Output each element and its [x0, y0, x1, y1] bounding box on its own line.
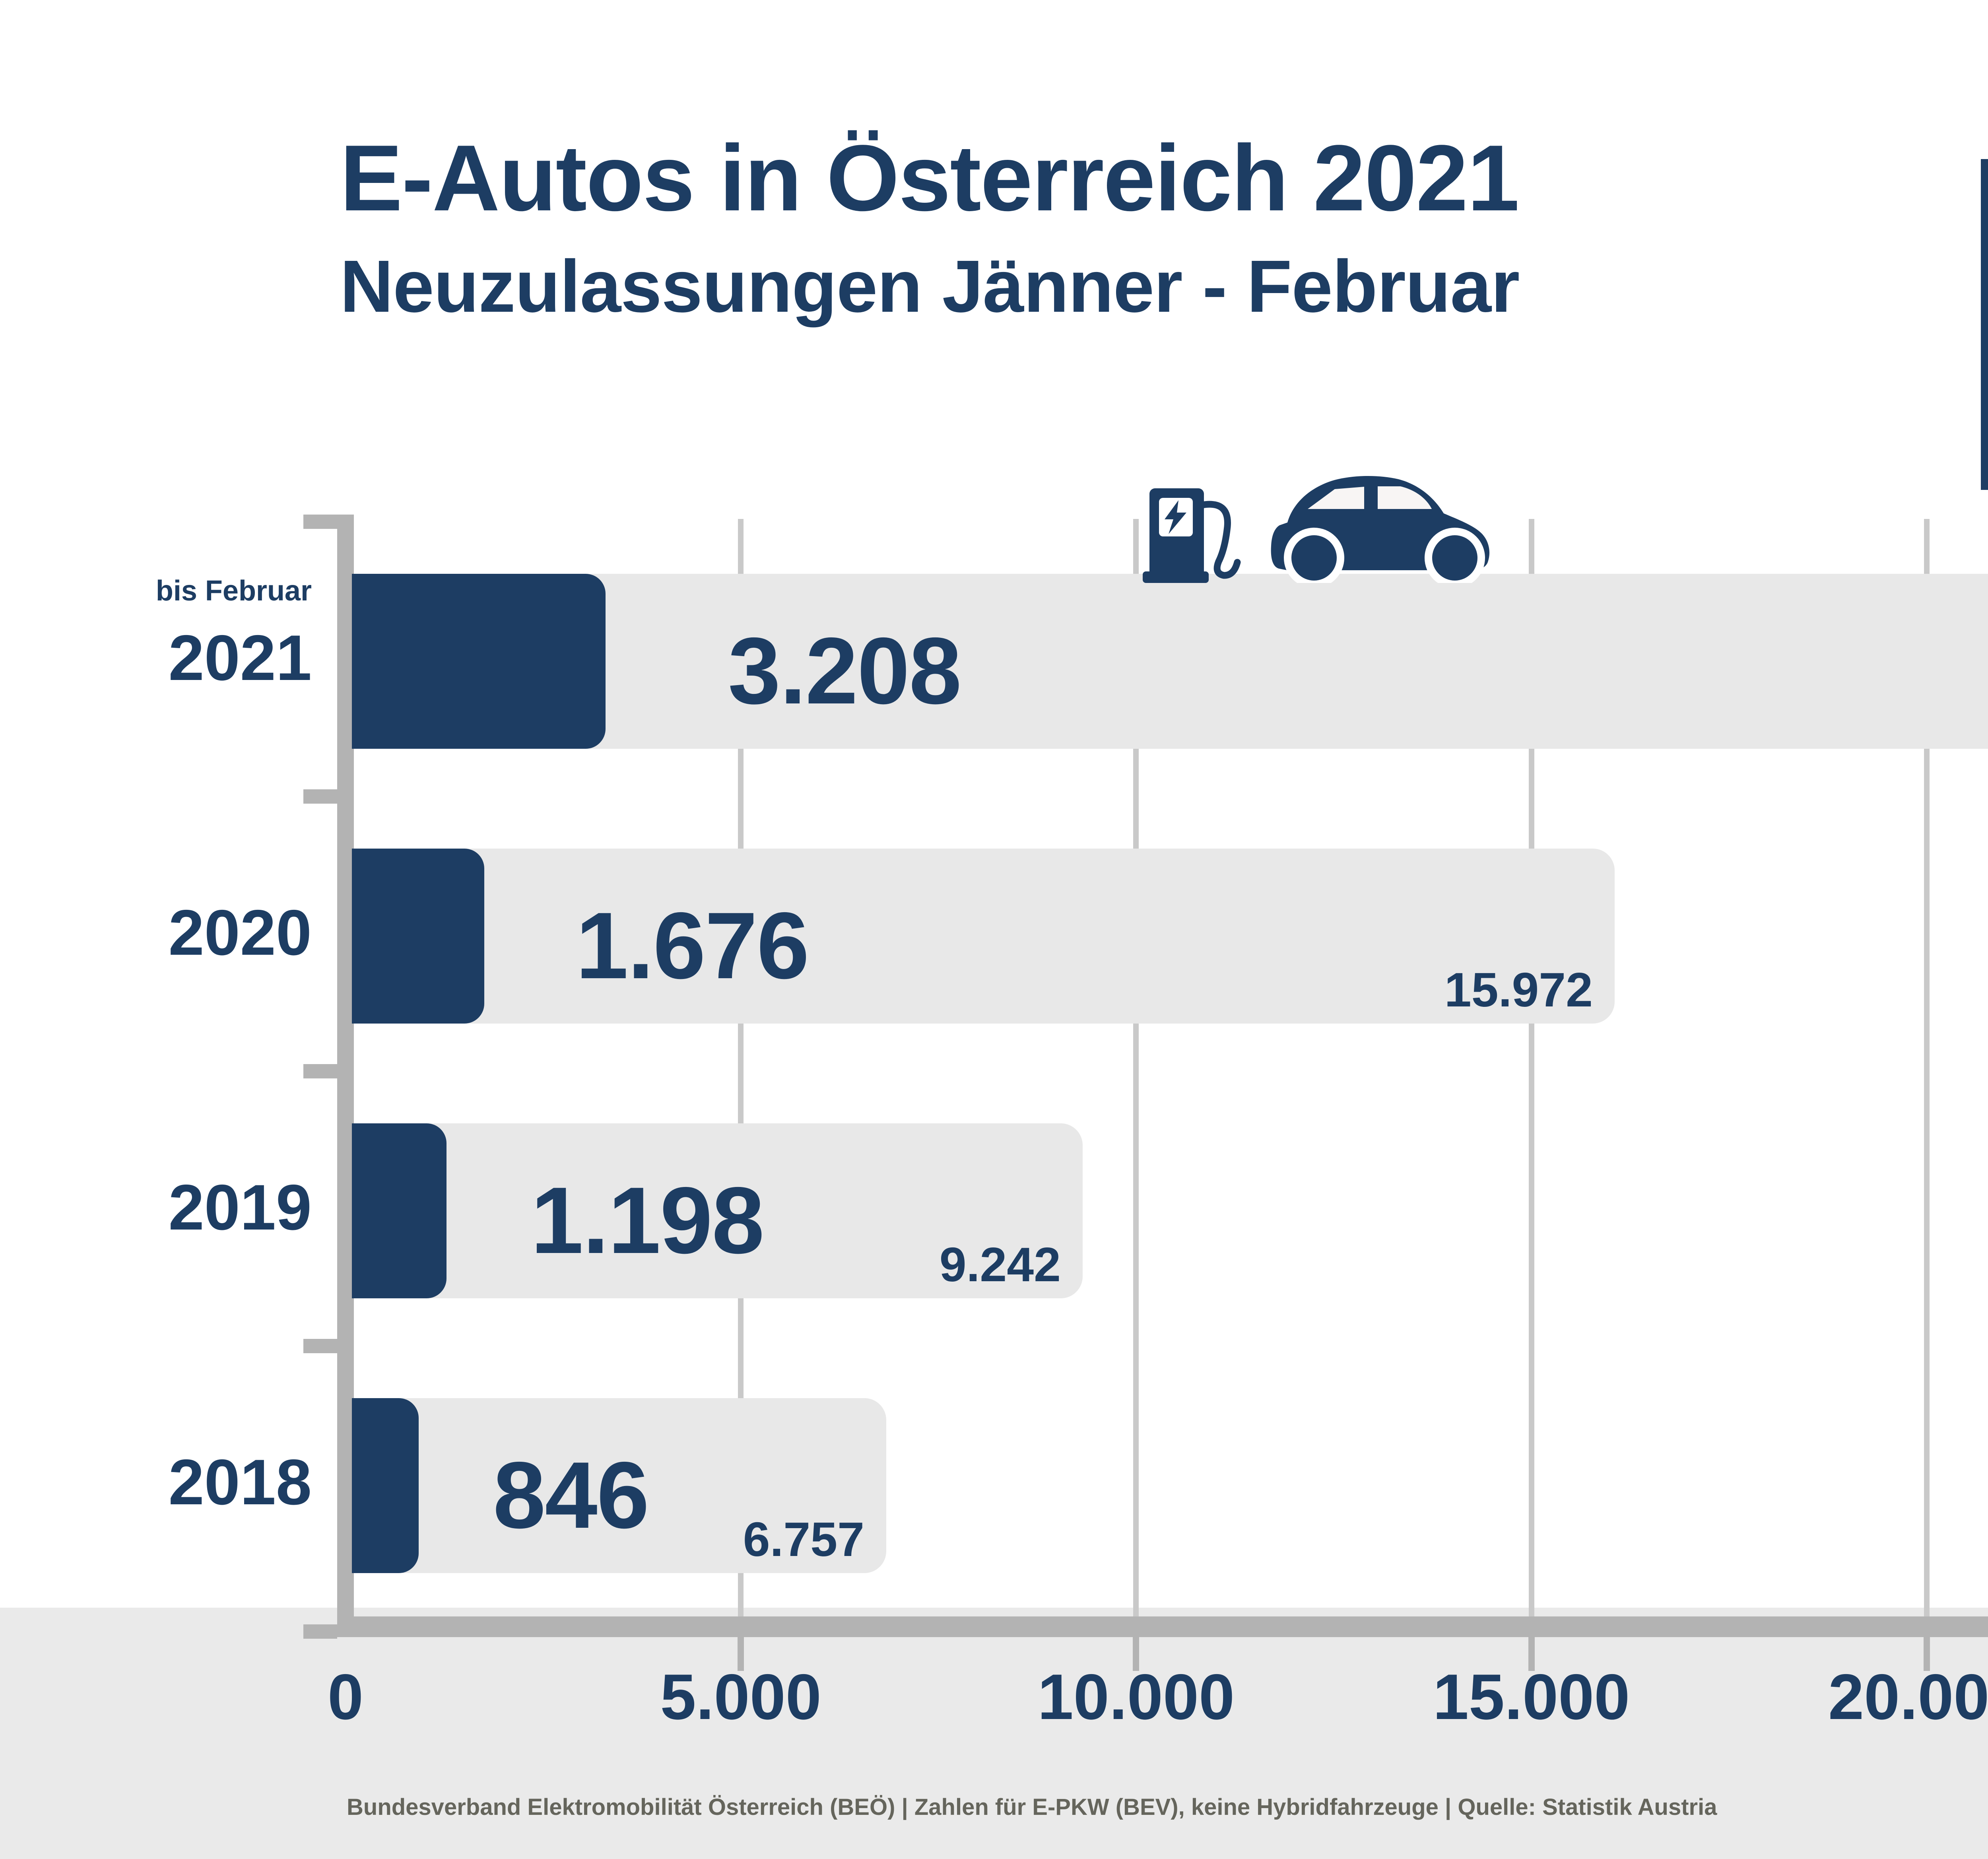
x-axis-line — [337, 1616, 1988, 1637]
gridline-10000 — [1133, 519, 1139, 1616]
lightning-bolt-icon — [1165, 500, 1186, 534]
category-label-2020: 2020 — [168, 897, 312, 969]
category-tick-1 — [303, 789, 337, 804]
bar-value-2019 — [352, 1123, 447, 1298]
category-tick-3 — [303, 1339, 337, 1353]
bar-value-label: 1.198 — [531, 1168, 765, 1273]
bar-value-2021 — [352, 574, 606, 749]
x-axis-label: 20.000 — [1828, 1661, 1988, 1733]
category-label-2021: 2021 — [168, 622, 312, 694]
bar-value-label: 3.208 — [728, 618, 962, 724]
charging-cable — [1198, 501, 1241, 579]
footer-strip — [0, 1608, 1988, 1859]
y-axis-line — [337, 515, 354, 1637]
bar-value-2020 — [352, 849, 484, 1024]
bar-track-2018 — [352, 1398, 886, 1573]
x-axis-tick-5000 — [738, 1637, 744, 1671]
beo-logo-square — [1981, 159, 1988, 490]
front-wheel — [1291, 535, 1337, 581]
ev-charging-station-icon — [1143, 488, 1241, 583]
bar-total-label: 9.242 — [939, 1237, 1061, 1292]
category-tick-2 — [303, 1064, 337, 1078]
bar-value-label: 846 — [493, 1443, 649, 1548]
bar-value-2018 — [352, 1398, 419, 1573]
x-axis-label: 15.000 — [1433, 1661, 1630, 1733]
gridline-20000 — [1924, 519, 1930, 1616]
bar-track-2019 — [352, 1123, 1083, 1298]
bar-track-2020 — [352, 849, 1615, 1024]
bar-track-2021 — [352, 574, 1988, 749]
chart-title: E-Autos in Österreich 2021 — [340, 126, 1520, 231]
x-axis-tick-20000 — [1923, 1637, 1930, 1671]
bar-total-label: 6.757 — [743, 1512, 864, 1566]
gridline-15000 — [1528, 519, 1534, 1616]
category-tick-4 — [303, 1624, 337, 1639]
car-front-window — [1308, 487, 1364, 509]
ev-charging-car-icon — [1143, 476, 1489, 583]
x-axis-label: 0 — [327, 1661, 364, 1733]
category-note: bis Februar — [155, 575, 312, 607]
electric-car-icon — [1271, 476, 1489, 583]
category-label-2018: 2018 — [168, 1446, 312, 1518]
car-rear-window — [1378, 486, 1432, 509]
beo-logo: BE — [1981, 159, 1988, 490]
bar-total-label: 15.972 — [1444, 963, 1593, 1017]
bar-value-label: 1.676 — [576, 893, 810, 998]
rear-wheel — [1432, 535, 1477, 581]
x-axis-tick-10000 — [1133, 1637, 1140, 1671]
footer-source-text: Bundesverband Elektromobilität Österreic… — [347, 1794, 1717, 1820]
x-axis-tick-15000 — [1528, 1637, 1535, 1671]
x-axis-label: 5.000 — [660, 1661, 821, 1733]
category-tick-0 — [303, 515, 337, 529]
category-label-2019: 2019 — [168, 1171, 312, 1243]
chart-subtitle: Neuzulassungen Jänner - Februar — [340, 245, 1520, 328]
x-axis-label: 10.000 — [1037, 1661, 1235, 1733]
gridline-5000 — [738, 519, 744, 1616]
